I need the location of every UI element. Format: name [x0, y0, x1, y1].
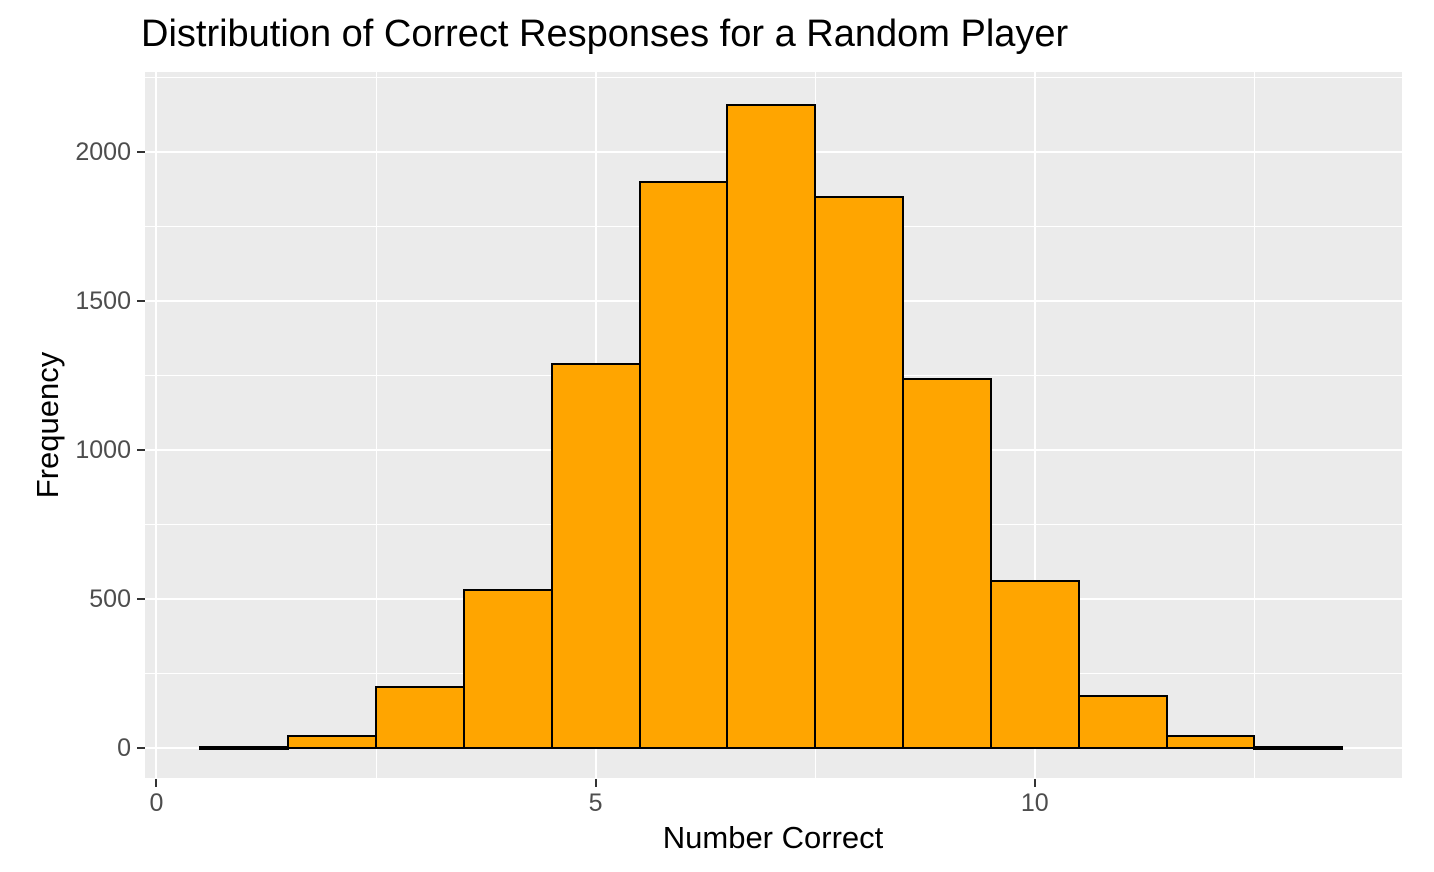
x-tick-label: 10: [1020, 789, 1049, 817]
histogram-bar: [902, 377, 992, 750]
histogram-bar: [814, 196, 905, 750]
x-tick-mark: [1033, 779, 1036, 787]
y-tick-label: 500: [89, 585, 131, 614]
x-tick-mark: [155, 779, 158, 787]
y-tick-mark: [137, 449, 145, 452]
y-tick-label: 1500: [75, 287, 131, 316]
y-tick-mark: [137, 747, 145, 750]
x-major-gridline: [1033, 72, 1036, 778]
x-minor-gridline: [375, 72, 377, 778]
y-tick-label: 0: [117, 734, 131, 763]
histogram-bar: [1253, 745, 1344, 750]
histogram-bar: [1165, 735, 1256, 750]
x-tick-mark: [594, 779, 597, 787]
y-minor-gridline: [145, 77, 1402, 79]
histogram-bar: [550, 362, 641, 750]
histogram-bar: [989, 580, 1080, 750]
y-tick-label: 1000: [75, 436, 131, 465]
histogram-bar: [287, 735, 377, 750]
x-minor-gridline: [1253, 72, 1255, 778]
x-tick-label: 5: [588, 789, 603, 817]
chart-title: Distribution of Correct Responses for a …: [141, 13, 1069, 55]
y-axis-title: Frequency: [30, 351, 65, 499]
plot-panel: [145, 72, 1402, 778]
histogram-bar: [638, 181, 729, 750]
x-major-gridline: [155, 72, 158, 778]
y-tick-label: 2000: [75, 138, 131, 167]
histogram-bar: [375, 686, 465, 750]
histogram-bar: [726, 103, 817, 750]
x-axis-title: Number Correct: [662, 820, 884, 855]
histogram-bar: [462, 589, 553, 750]
histogram-bar: [1077, 695, 1168, 750]
y-tick-mark: [137, 598, 145, 601]
x-tick-label: 0: [149, 789, 164, 817]
y-tick-mark: [137, 300, 145, 303]
y-tick-mark: [137, 151, 145, 154]
histogram-bar: [199, 745, 290, 750]
